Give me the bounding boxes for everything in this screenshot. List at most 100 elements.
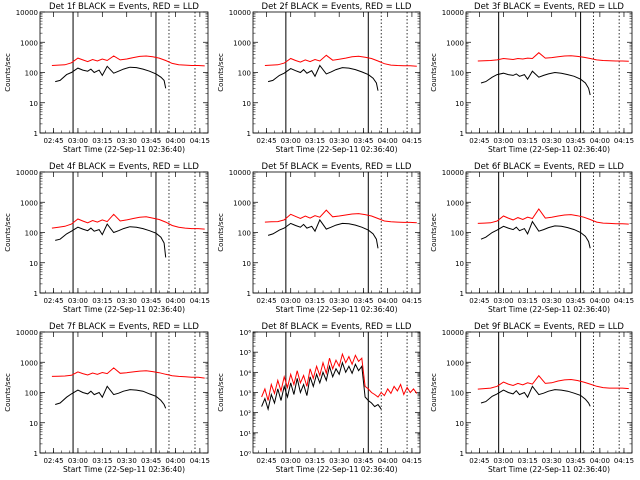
series-line-lld (477, 52, 629, 62)
y-tick-label: 1000 (446, 199, 464, 207)
x-tick-label: 03:00 (281, 457, 301, 465)
y-tick-label: 1 (34, 130, 38, 138)
y-tick-label: 10 (455, 100, 464, 108)
chart-title: Det 7f BLACK = Events, RED = LLD (49, 322, 199, 332)
chart-panel-8: Det 8f BLACK = Events, RED = LLD 10⁰ 10¹ 10… (217, 322, 422, 474)
x-tick-label: 03:00 (281, 137, 301, 145)
y-tick-label: 1000 (20, 199, 38, 207)
x-tick-label: 02:45 (256, 297, 276, 305)
y-tick-label: 1000 (20, 359, 38, 367)
series-line-events (261, 361, 382, 412)
x-tick-label: 04:15 (614, 297, 634, 305)
plot-frame (39, 331, 209, 454)
y-tick-label: 1 (460, 130, 464, 138)
y-tick-label: 100 (25, 390, 38, 398)
y-tick-label: 10000 (229, 9, 251, 17)
y-tick-label: 10 (242, 260, 251, 268)
y-axis-label: Counts/sec (217, 213, 225, 252)
y-axis-label: Counts/sec (217, 53, 225, 92)
y-tick-label: 10000 (229, 169, 251, 177)
x-tick-label: 03:30 (542, 297, 562, 305)
y-tick-label: 10⁶ (239, 329, 251, 337)
x-tick-label: 03:30 (542, 137, 562, 145)
x-tick-label: 02:45 (43, 137, 63, 145)
x-axis-label: Start Time (22-Sep-11 02:36:40) (276, 145, 398, 154)
y-tick-label: 10⁰ (239, 450, 251, 458)
y-tick-label: 1 (460, 290, 464, 298)
y-tick-label: 1 (247, 130, 251, 138)
x-tick-label: 04:15 (614, 137, 634, 145)
y-tick-label: 10000 (16, 9, 38, 17)
chart-panel-9: Det 9f BLACK = Events, RED = LLD 1 10 100 10… (430, 322, 634, 474)
y-tick-label: 10 (455, 420, 464, 428)
x-tick-label: 04:00 (165, 457, 185, 465)
x-tick-label: 03:30 (329, 137, 349, 145)
y-tick-label: 1000 (446, 39, 464, 47)
x-tick-label: 02:45 (469, 297, 489, 305)
x-tick-label: 03:15 (92, 137, 112, 145)
x-axis-label: Start Time (22-Sep-11 02:36:40) (488, 465, 610, 474)
x-tick-label: 03:15 (517, 297, 537, 305)
x-tick-label: 03:30 (329, 297, 349, 305)
y-axis-label: Counts/sec (217, 373, 225, 412)
series-line-events (480, 70, 591, 96)
x-tick-label: 04:00 (590, 137, 610, 145)
x-tick-label: 03:45 (141, 297, 161, 305)
x-tick-label: 03:45 (353, 457, 373, 465)
x-axis-label: Start Time (22-Sep-11 02:36:40) (63, 145, 185, 154)
plot-frame (252, 171, 421, 294)
x-axis-label: Start Time (22-Sep-11 02:36:40) (63, 305, 185, 314)
x-tick-label: 04:00 (378, 457, 398, 465)
y-tick-label: 1000 (446, 359, 464, 367)
y-tick-label: 10 (242, 100, 251, 108)
plot-frame (465, 331, 633, 454)
series-line-events (55, 65, 167, 89)
y-tick-label: 10² (239, 410, 251, 418)
y-tick-label: 10000 (442, 169, 464, 177)
x-tick-label: 04:15 (190, 457, 210, 465)
chart-panel-1: Det 1f BLACK = Events, RED = LLD 1 10 100 10… (4, 2, 210, 154)
x-tick-label: 03:15 (305, 137, 325, 145)
y-tick-label: 10³ (239, 390, 251, 398)
x-axis-label: Start Time (22-Sep-11 02:36:40) (488, 145, 610, 154)
x-tick-label: 03:15 (517, 457, 537, 465)
y-axis-label: Counts/sec (4, 373, 12, 412)
x-tick-label: 03:00 (68, 137, 88, 145)
y-tick-label: 10⁴ (239, 369, 251, 377)
x-tick-label: 04:15 (190, 137, 210, 145)
series-line-lld (264, 54, 417, 67)
chart-panel-7: Det 7f BLACK = Events, RED = LLD 1 10 100 10… (4, 322, 210, 474)
x-tick-label: 04:00 (590, 457, 610, 465)
x-tick-label: 03:00 (493, 137, 513, 145)
x-tick-label: 04:00 (590, 297, 610, 305)
y-axis-label: Counts/sec (430, 373, 438, 412)
x-tick-label: 03:45 (353, 137, 373, 145)
plot-frame (465, 171, 633, 294)
y-tick-label: 1 (34, 290, 38, 298)
y-tick-label: 100 (25, 230, 38, 238)
y-tick-label: 100 (451, 70, 464, 78)
x-tick-label: 04:00 (378, 297, 398, 305)
chart-panel-5: Det 5f BLACK = Events, RED = LLD 1 10 100 10… (217, 162, 422, 314)
chart-title: Det 9f BLACK = Events, RED = LLD (474, 322, 624, 332)
y-tick-label: 1 (247, 290, 251, 298)
y-tick-label: 1000 (20, 39, 38, 47)
chart-title: Det 3f BLACK = Events, RED = LLD (474, 2, 624, 12)
series-line-lld (477, 208, 629, 225)
series-line-events (267, 64, 379, 91)
chart-title: Det 1f BLACK = Events, RED = LLD (49, 2, 199, 12)
chart-panel-4: Det 4f BLACK = Events, RED = LLD 1 10 100 10… (4, 162, 210, 314)
x-tick-label: 03:30 (542, 457, 562, 465)
x-tick-label: 03:15 (92, 297, 112, 305)
x-tick-label: 04:15 (402, 457, 422, 465)
y-tick-label: 1 (34, 450, 38, 458)
chart-title: Det 8f BLACK = Events, RED = LLD (262, 322, 412, 332)
y-tick-label: 100 (451, 230, 464, 238)
x-tick-label: 04:15 (190, 297, 210, 305)
x-tick-label: 03:45 (566, 137, 586, 145)
x-tick-label: 03:30 (117, 137, 137, 145)
y-tick-label: 10000 (442, 9, 464, 17)
x-tick-label: 03:15 (305, 297, 325, 305)
plot-frame (252, 331, 421, 454)
x-tick-label: 03:45 (566, 297, 586, 305)
